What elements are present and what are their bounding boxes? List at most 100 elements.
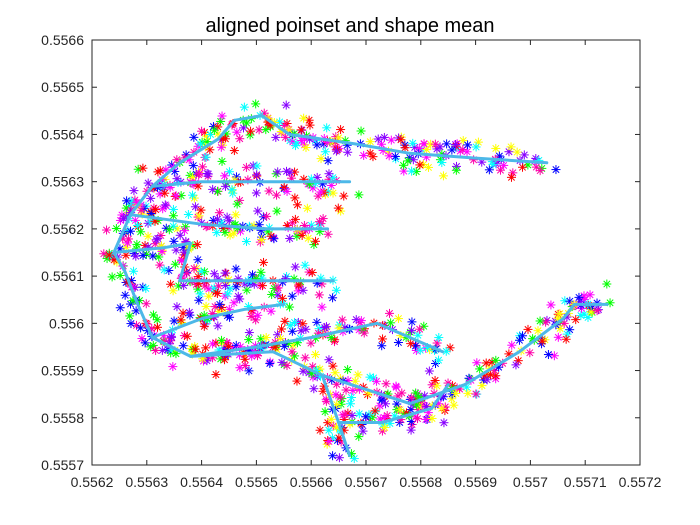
point-marker	[223, 341, 233, 351]
point-marker	[280, 316, 290, 326]
point-marker	[262, 211, 272, 221]
point-marker	[136, 205, 146, 215]
point-marker	[244, 328, 254, 338]
point-marker	[212, 214, 222, 224]
point-marker	[462, 147, 472, 157]
point-marker	[396, 135, 406, 145]
point-marker	[400, 143, 410, 153]
point-marker	[214, 208, 224, 218]
point-marker	[585, 290, 595, 300]
point-marker	[172, 155, 182, 165]
y-tick-label: 0.5565	[41, 79, 84, 95]
point-marker	[413, 414, 423, 424]
point-marker	[285, 233, 295, 243]
y-tick-label: 0.5562	[41, 221, 84, 237]
point-marker	[266, 306, 276, 316]
x-tick-label: 0.5571	[564, 474, 607, 490]
point-marker	[115, 271, 125, 281]
point-marker	[151, 205, 161, 215]
point-marker	[220, 171, 230, 181]
point-marker	[365, 137, 375, 147]
point-marker	[381, 379, 391, 389]
point-marker	[194, 295, 204, 305]
point-marker	[152, 322, 162, 332]
point-marker	[406, 339, 416, 349]
point-marker	[290, 193, 300, 203]
point-marker	[231, 340, 241, 350]
point-marker	[347, 411, 357, 421]
point-marker	[514, 335, 524, 345]
y-tick-label: 0.5566	[41, 32, 84, 48]
point-marker	[255, 237, 265, 247]
shape-mean-finger-6	[189, 321, 445, 358]
point-marker	[239, 102, 249, 112]
point-marker	[167, 332, 177, 342]
y-tick-label: 0.5563	[41, 174, 84, 190]
point-marker	[345, 399, 355, 409]
point-marker	[129, 186, 139, 196]
point-marker	[172, 174, 182, 184]
shape-mean-finger-8	[337, 383, 450, 424]
point-marker	[406, 393, 416, 403]
point-marker	[231, 264, 241, 274]
point-marker	[153, 233, 163, 243]
point-marker	[201, 301, 211, 311]
point-marker	[251, 99, 261, 109]
point-marker	[393, 338, 403, 348]
point-marker	[256, 334, 266, 344]
point-marker	[354, 409, 364, 419]
point-marker	[168, 204, 178, 214]
point-marker	[328, 293, 338, 303]
point-marker	[413, 330, 423, 340]
point-marker	[279, 341, 289, 351]
point-marker	[472, 358, 482, 368]
point-marker	[488, 159, 498, 169]
point-marker	[320, 407, 330, 417]
point-marker	[126, 226, 136, 236]
point-marker	[499, 160, 509, 170]
point-marker	[306, 338, 316, 348]
point-marker	[463, 140, 473, 150]
point-marker	[241, 162, 251, 172]
point-marker	[343, 365, 353, 375]
point-marker	[565, 325, 575, 335]
x-tick-label: 0.5567	[345, 474, 388, 490]
point-marker	[125, 311, 135, 321]
point-marker	[507, 340, 517, 350]
point-marker	[447, 145, 457, 155]
point-marker	[179, 281, 189, 291]
point-marker	[222, 212, 232, 222]
point-marker	[220, 181, 230, 191]
point-marker	[190, 202, 200, 212]
point-marker	[424, 366, 434, 376]
point-marker	[518, 162, 528, 172]
point-marker	[561, 334, 571, 344]
point-marker	[107, 272, 117, 282]
point-marker	[316, 187, 326, 197]
point-marker	[541, 317, 551, 327]
point-marker	[171, 191, 181, 201]
point-marker	[242, 118, 252, 128]
point-marker	[220, 227, 230, 237]
point-marker	[292, 138, 302, 148]
point-marker	[326, 414, 336, 424]
point-marker	[359, 150, 369, 160]
point-marker	[290, 262, 300, 272]
point-marker	[272, 206, 282, 216]
point-marker	[168, 211, 178, 221]
point-marker	[168, 362, 178, 372]
point-marker	[164, 225, 174, 235]
point-marker	[172, 302, 182, 312]
point-marker	[195, 289, 205, 299]
chart-title: aligned poinset and shape mean	[205, 15, 494, 37]
point-marker	[197, 126, 207, 136]
point-marker	[495, 165, 505, 175]
point-marker	[477, 381, 487, 391]
point-marker	[229, 146, 239, 156]
point-marker	[309, 384, 319, 394]
point-marker	[265, 358, 275, 368]
point-marker	[484, 165, 494, 175]
x-tick-label: 0.5572	[619, 474, 662, 490]
point-marker	[296, 125, 306, 135]
